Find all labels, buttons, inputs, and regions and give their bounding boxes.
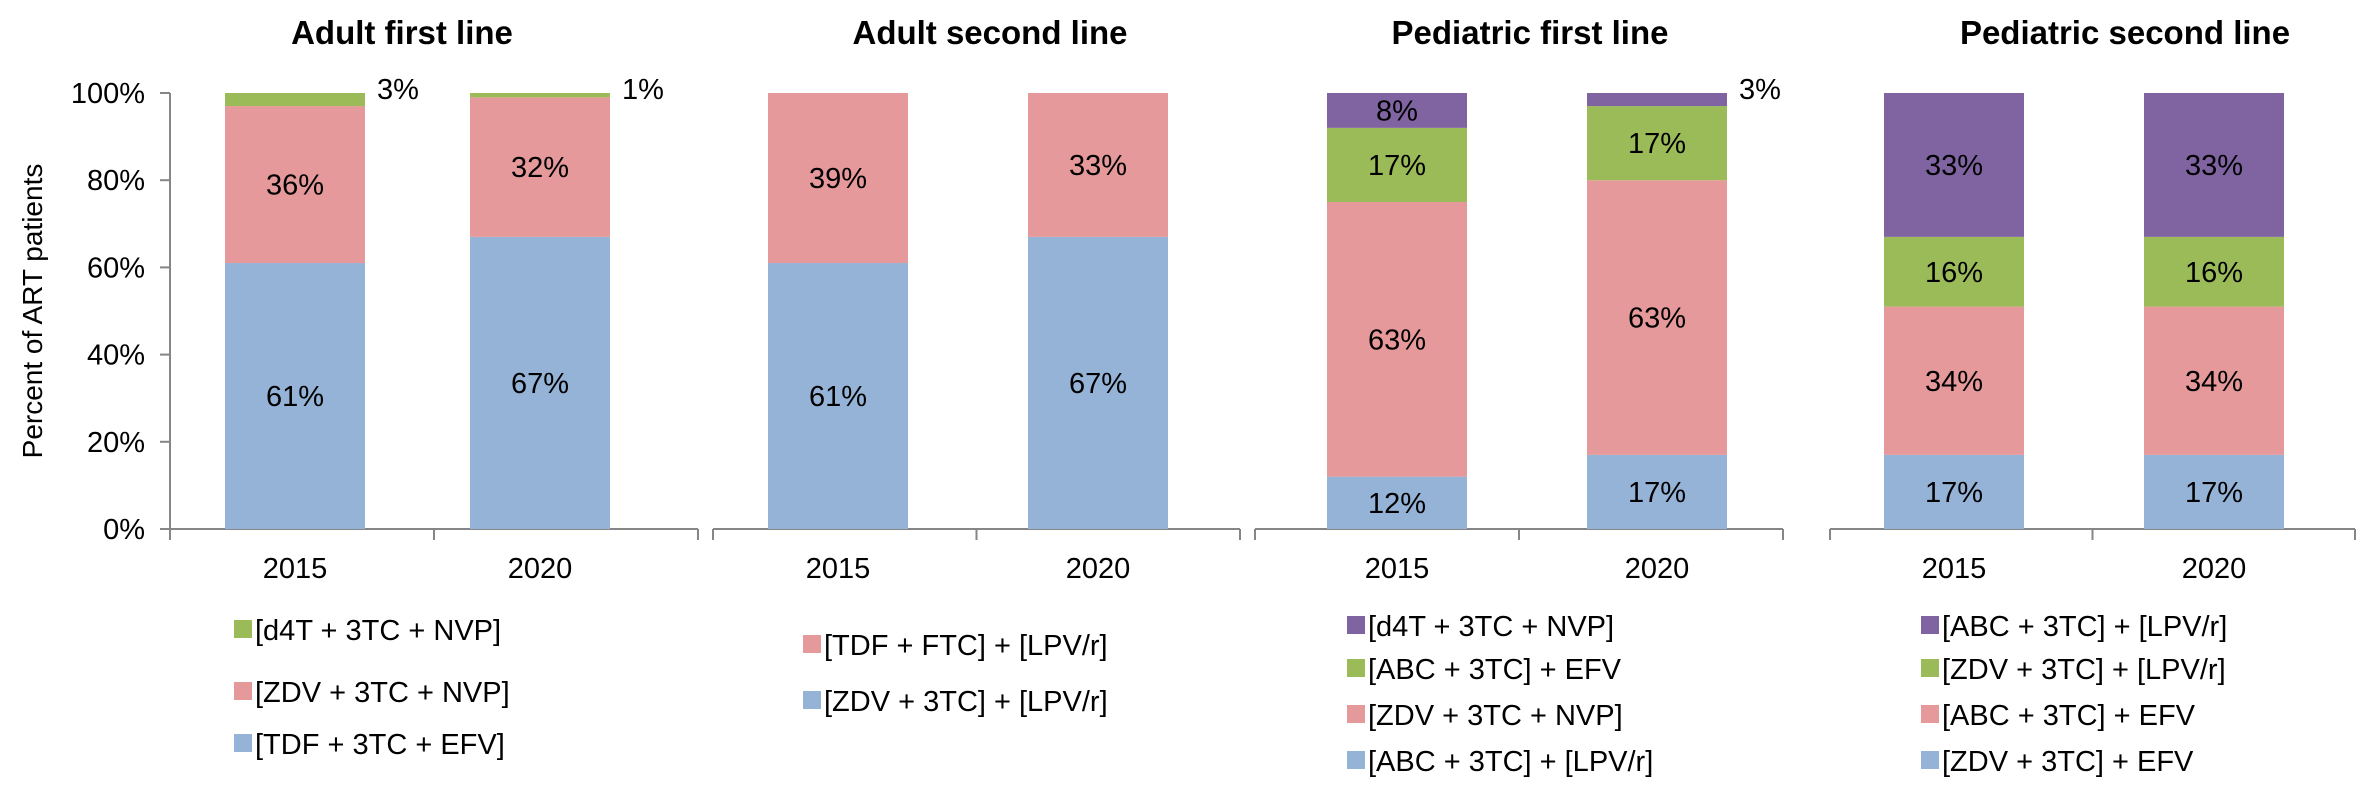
bar-segment — [2144, 306, 2284, 455]
y-axis-label: Percent of ART patients — [17, 164, 48, 459]
legend-swatch — [1347, 616, 1365, 634]
bar-segment — [1327, 202, 1467, 477]
legend-label: [d4T + 3TC + NVP] — [1368, 611, 1614, 643]
legend-label: [ZDV + 3TC + NVP] — [1368, 700, 1623, 732]
bar-segment — [470, 236, 610, 529]
legend-swatch — [1921, 616, 1939, 634]
legend-label: [ABC + 3TC] + [LPV/r] — [1368, 746, 1653, 778]
bar-segment — [1587, 454, 1727, 529]
bar-segment — [1884, 236, 2024, 307]
bar-segment — [1327, 93, 1467, 128]
legend-swatch — [1347, 659, 1365, 677]
data-label: 17% — [1368, 150, 1426, 182]
legend-swatch — [1921, 705, 1939, 723]
y-tick-label: 60% — [87, 252, 145, 284]
data-label: 33% — [2185, 150, 2243, 182]
legend-swatch — [803, 691, 821, 709]
x-tick-label: 2020 — [1625, 553, 1690, 585]
data-label: 16% — [1925, 257, 1983, 289]
legend-label: [TDF + FTC] + [LPV/r] — [824, 630, 1108, 662]
bar-segment — [2144, 236, 2284, 307]
data-label: 1% — [622, 74, 664, 106]
data-label: 63% — [1628, 303, 1686, 335]
data-label: 39% — [809, 163, 867, 195]
data-label: 36% — [266, 170, 324, 202]
bar-segment — [1587, 106, 1727, 181]
bar-segment — [225, 263, 365, 529]
bar-segment — [225, 93, 365, 107]
y-tick-label: 100% — [71, 78, 145, 110]
legend-label: [ABC + 3TC] + EFV — [1368, 654, 1622, 686]
data-label: 8% — [1376, 95, 1418, 127]
bar-segment — [1884, 93, 2024, 237]
x-tick-label: 2015 — [806, 553, 871, 585]
data-label: 17% — [1628, 128, 1686, 160]
legend-label: [ZDV + 3TC] + EFV — [1942, 746, 2194, 778]
legend-swatch — [1347, 705, 1365, 723]
legend-label: [TDF + 3TC + EFV] — [255, 729, 505, 761]
x-tick-label: 2015 — [1365, 553, 1430, 585]
data-label: 16% — [2185, 257, 2243, 289]
x-tick-label: 2020 — [2182, 553, 2247, 585]
legend-swatch — [1921, 751, 1939, 769]
legend-swatch — [803, 635, 821, 653]
chart-title: Adult second line — [852, 14, 1127, 51]
data-label: 67% — [511, 368, 569, 400]
data-label: 3% — [377, 74, 419, 106]
data-label: 63% — [1368, 324, 1426, 356]
bar-segment — [470, 97, 610, 237]
chart-title: Adult first line — [291, 14, 513, 51]
bar-segment — [2144, 454, 2284, 529]
bar-segment — [768, 263, 908, 529]
data-label: 34% — [2185, 366, 2243, 398]
bar-segment — [1327, 476, 1467, 529]
y-tick-label: 0% — [103, 514, 145, 546]
chart-title: Pediatric second line — [1960, 14, 2290, 51]
bar-segment — [768, 93, 908, 264]
data-label: 33% — [1925, 150, 1983, 182]
x-tick-label: 2015 — [263, 553, 328, 585]
legend-swatch — [1347, 751, 1365, 769]
chart-title: Pediatric first line — [1392, 14, 1669, 51]
legend-label: [ZDV + 3TC + NVP] — [255, 677, 510, 709]
bar-segment — [470, 93, 610, 98]
legend-swatch — [1921, 659, 1939, 677]
data-label: 61% — [266, 381, 324, 413]
data-label: 17% — [2185, 477, 2243, 509]
legend-swatch — [234, 682, 252, 700]
data-label: 61% — [809, 381, 867, 413]
bar-segment — [1327, 127, 1467, 202]
x-tick-label: 2015 — [1922, 553, 1987, 585]
bar-segment — [2144, 93, 2284, 237]
bar-segment — [225, 106, 365, 264]
data-label: 12% — [1368, 488, 1426, 520]
data-label: 32% — [511, 152, 569, 184]
data-label: 33% — [1069, 150, 1127, 182]
bar-segment — [1028, 93, 1168, 237]
x-tick-label: 2020 — [508, 553, 573, 585]
y-tick-label: 40% — [87, 340, 145, 372]
data-label: 17% — [1925, 477, 1983, 509]
data-label: 34% — [1925, 366, 1983, 398]
bar-segment — [1587, 93, 1727, 107]
data-label: 17% — [1628, 477, 1686, 509]
legend-label: [d4T + 3TC + NVP] — [255, 615, 501, 647]
legend-label: [ABC + 3TC] + [LPV/r] — [1942, 611, 2227, 643]
data-label: 67% — [1069, 368, 1127, 400]
y-tick-label: 20% — [87, 427, 145, 459]
legend-label: [ZDV + 3TC] + [LPV/r] — [824, 686, 1108, 718]
data-label: 3% — [1739, 74, 1781, 106]
y-tick-label: 80% — [87, 165, 145, 197]
legend-swatch — [234, 734, 252, 752]
bar-segment — [1587, 180, 1727, 455]
legend-label: [ZDV + 3TC] + [LPV/r] — [1942, 654, 2226, 686]
bar-segment — [1884, 454, 2024, 529]
bar-segment — [1028, 236, 1168, 529]
x-tick-label: 2020 — [1066, 553, 1131, 585]
legend-label: [ABC + 3TC] + EFV — [1942, 700, 2196, 732]
bar-segment — [1884, 306, 2024, 455]
legend-swatch — [234, 620, 252, 638]
